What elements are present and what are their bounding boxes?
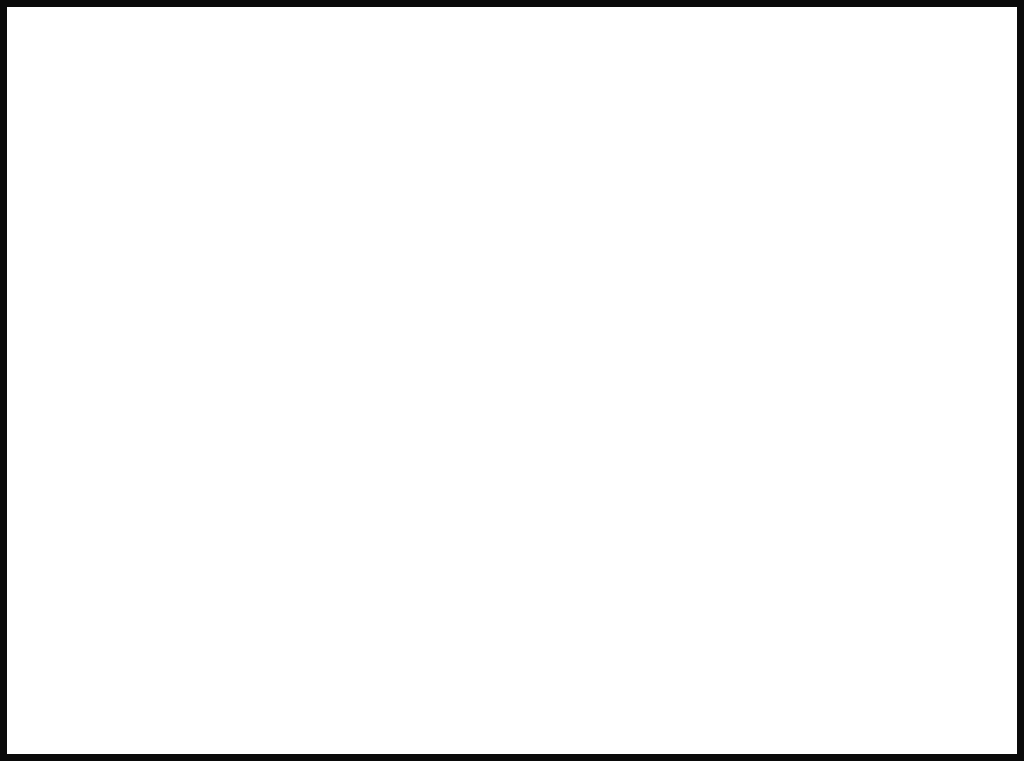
series-line-positive [207, 130, 213, 315]
panel-letter-a: A [474, 343, 495, 376]
y-tick-label: 50% [576, 273, 608, 290]
y-tick-label: 50% [84, 609, 116, 626]
legend-row-positive: Positive [358, 533, 503, 559]
legend-d: Positive Centrifugal [859, 537, 1004, 601]
legend-label-positive: Positive [898, 537, 976, 562]
legend-label-positive: Positive [397, 533, 475, 558]
y-tick-label: 60% [576, 241, 608, 258]
y-tick-label: 100% [567, 110, 608, 127]
y-tick-label: 80% [84, 466, 116, 483]
y-tick-label: 65% [84, 537, 116, 554]
legend-b: Positive Centrifugal [866, 173, 1011, 237]
x-tick-label: 55 [119, 680, 137, 697]
y-tick-label: 100 [60, 228, 87, 245]
legend-swatch-centrifugal-icon [356, 226, 390, 230]
panel-letter-c: C [450, 698, 472, 731]
y-tick-label: 0% [588, 650, 611, 667]
x-tick-label: 100 [651, 330, 678, 347]
y-axis-title: Head Feet [27, 170, 48, 259]
y-tick-label: 60% [84, 561, 116, 578]
y-tick-label: 80% [576, 175, 608, 192]
x-axis-title: Feet of Head [168, 692, 278, 713]
legend-row-centrifugal: Centrifugal [866, 205, 1011, 231]
y-tick-label: 150 [60, 188, 87, 205]
legend-swatch-centrifugal-icon [358, 576, 392, 580]
legend-row-centrifugal: Centrifugal [358, 565, 503, 591]
x-axis-title: Viscosity cSt [680, 689, 788, 710]
legend-label-centrifugal: Centrifugal [898, 569, 1005, 594]
y-tick-label: 50 [69, 267, 87, 284]
series-line-centrifugal [97, 232, 263, 271]
x-tick-label: 105 [305, 680, 332, 697]
series-line-centrifugal [618, 115, 842, 277]
series-line-centrifugal [621, 526, 847, 625]
legend-row-positive: Positive [356, 183, 501, 209]
x-tick-label: 0 [95, 330, 104, 347]
legend-label-positive: Positive [395, 183, 473, 208]
y-tick-label: 55% [84, 585, 116, 602]
legend-label-centrifugal: Centrifugal [397, 565, 504, 590]
y-axis-title: Percent [536, 180, 557, 246]
x-tick-label: 0 [616, 330, 625, 347]
legend-row-centrifugal: Centrifugal [859, 569, 1004, 595]
chart-panel-a: Flow Rate vs Pressure 0 50 100 150 200 250 0 50… [10, 12, 501, 382]
x-axis-title: Capacity GPM [149, 340, 271, 361]
legend-row-positive: Positive [866, 173, 1011, 199]
y-tick-label: 40% [84, 656, 116, 673]
y-tick-label: 40% [579, 581, 611, 598]
panel-letter-b: B [960, 335, 981, 368]
y-tick-label: 100% [570, 478, 611, 495]
legend-swatch-positive-icon [866, 184, 900, 188]
y-tick-label: 90% [576, 143, 608, 160]
y-tick-label: 250 [60, 110, 87, 127]
x-tick-label: 400 [783, 330, 810, 347]
x-tick-label: 1000 [827, 674, 863, 691]
y-tick-label: 45% [84, 632, 116, 649]
chart-panel-b: Flow Rate vs Viscosity 40% 50% 60% 70% 80% 90… [519, 12, 1013, 382]
y-tick-label: 70% [576, 208, 608, 225]
legend-swatch-centrifugal-icon [866, 216, 900, 220]
series-line-positive [618, 116, 842, 142]
x-tick-label: 500 [827, 330, 854, 347]
legend-c: Positive Centrifugal [358, 533, 503, 597]
y-tick-label: 200 [60, 149, 87, 166]
legend-a: Positive Centrifugal [356, 183, 501, 247]
chart-panel-d: Efficiency vs Viscosity 0% 20% 40% 60% 80% 10… [528, 394, 1008, 746]
series-line-centrifugal [130, 519, 308, 641]
legend-swatch-positive-icon [358, 544, 392, 548]
chart-panel-c: Efficiency vs Pressure 40% 45% 50% 55% 60% 65… [27, 394, 503, 746]
series-line-positive [134, 483, 308, 495]
y-tick-label: 60% [579, 547, 611, 564]
y-axis-title: Percent [545, 542, 566, 608]
legend-label-positive: Positive [905, 173, 983, 198]
y-tick-label: 20% [579, 616, 611, 633]
legend-swatch-positive-icon [356, 194, 390, 198]
legend-row-centrifugal: Centrifugal [356, 215, 501, 241]
legend-label-centrifugal: Centrifugal [905, 205, 1012, 230]
legend-label-centrifugal: Centrifugal [395, 215, 502, 240]
y-tick-label: 75% [84, 490, 116, 507]
x-axis-title: Viscosity cSt [676, 337, 784, 358]
series-line-positive [621, 525, 847, 556]
panel-letter-d: D [959, 695, 981, 728]
y-tick-label: 0 [78, 306, 87, 323]
legend-row-positive: Positive [859, 537, 1004, 563]
x-tick-label: 150 [308, 330, 335, 347]
legend-swatch-positive-icon [859, 548, 893, 552]
legend-swatch-centrifugal-icon [859, 580, 893, 584]
y-tick-label: 40% [576, 306, 608, 323]
y-axis-title: Percent [44, 542, 65, 608]
y-tick-label: 70% [84, 514, 116, 531]
y-tick-label: 80% [579, 512, 611, 529]
x-tick-label: 0 [619, 674, 628, 691]
